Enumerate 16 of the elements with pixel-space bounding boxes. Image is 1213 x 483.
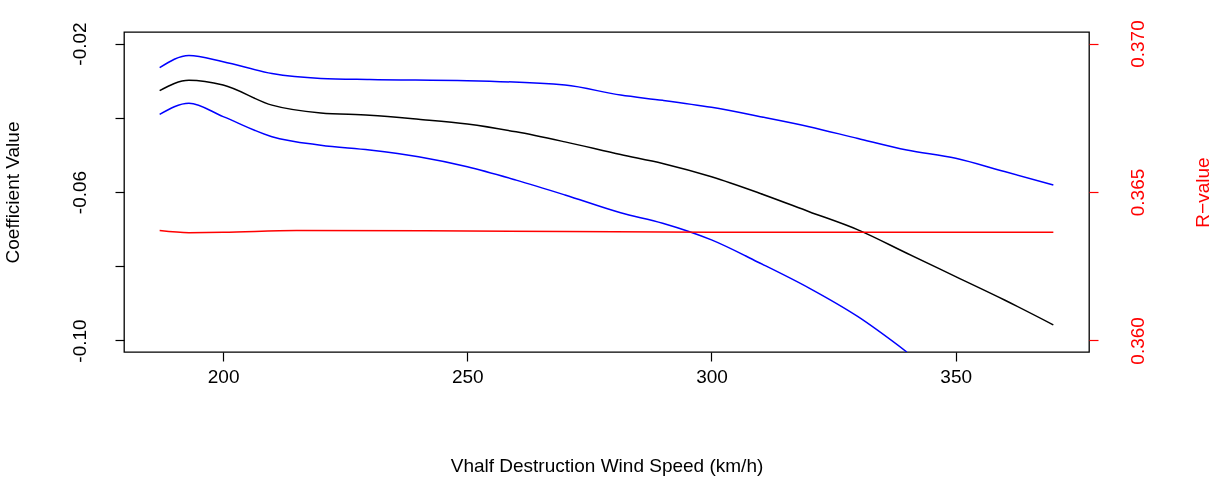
x-tick-label: 250 — [451, 365, 484, 387]
y-axis-title: Coefficient Value — [1, 121, 23, 264]
line-series — [158, 79, 1055, 326]
line-series — [158, 54, 1055, 186]
y2-tick-label: 0.365 — [1126, 168, 1148, 217]
y2-tick-label: 0.360 — [1126, 317, 1148, 365]
x-axis-title: Vhalf Destruction Wind Speed (km/h) — [450, 454, 764, 476]
x-tick-label: 200 — [207, 365, 240, 387]
y-tick-label: -0.10 — [68, 319, 90, 363]
y-tick-label: -0.02 — [68, 22, 90, 66]
y2-axis-title: R−value — [1191, 157, 1213, 228]
y2-tick-label: 0.370 — [1126, 20, 1148, 68]
x-tick-label: 350 — [940, 365, 973, 387]
y-tick-label: -0.06 — [68, 170, 90, 215]
x-tick-label: 300 — [696, 365, 728, 387]
line-series — [158, 102, 908, 352]
